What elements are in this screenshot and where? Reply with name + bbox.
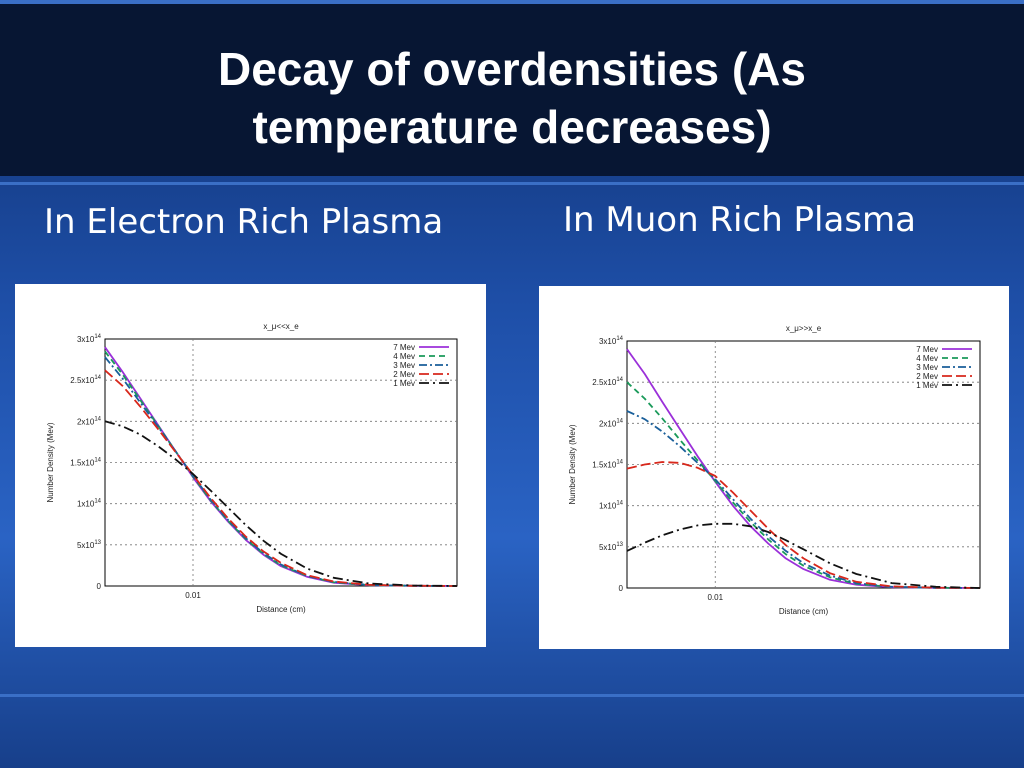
legend-label: 1 Mev bbox=[916, 381, 938, 390]
x-tick-label: 0.01 bbox=[707, 593, 723, 602]
y-tick-label: 3x1014 bbox=[599, 336, 624, 346]
series-line-7-mev bbox=[626, 348, 981, 589]
y-tick-label: 0 bbox=[97, 582, 102, 591]
title-band: Decay of overdensities (As temperature d… bbox=[0, 0, 1024, 185]
legend-label: 7 Mev bbox=[393, 343, 415, 352]
series-line-1-mev bbox=[104, 420, 458, 587]
muon-rich-chart: 0 5x1013 1x1014 1.5x1014 2x1014 2.5x1014 3x101… bbox=[568, 324, 981, 616]
series-line-3-mev bbox=[104, 356, 458, 587]
y-tick-label: 2.5x1014 bbox=[70, 375, 101, 385]
electron-rich-chart-panel: 0 5x1013 1x1014 1.5x1014 2x1014 2.5x1014 3x101… bbox=[15, 284, 486, 647]
legend-label: 4 Mev bbox=[393, 352, 415, 361]
y-tick-label: 5x1013 bbox=[77, 540, 102, 550]
x-axis-label: Distance (cm) bbox=[256, 605, 306, 614]
y-axis-label: Number Density (Mev) bbox=[568, 424, 577, 504]
y-tick-label: 0 bbox=[619, 584, 624, 593]
series-line-2-mev bbox=[104, 369, 458, 587]
y-tick-label: 1.5x1014 bbox=[70, 458, 101, 468]
right-chart-heading: In Muon Rich Plasma bbox=[563, 200, 916, 240]
x-tick-label: 0.01 bbox=[185, 591, 201, 600]
left-chart-heading: In Electron Rich Plasma bbox=[44, 202, 444, 242]
electron-rich-chart: 0 5x1013 1x1014 1.5x1014 2x1014 2.5x1014 3x101… bbox=[46, 322, 458, 614]
series-line-4-mev bbox=[626, 381, 981, 589]
y-tick-label: 1x1014 bbox=[77, 499, 102, 509]
legend-label: 3 Mev bbox=[916, 363, 938, 372]
y-tick-label: 2x1014 bbox=[77, 416, 102, 426]
y-tick-label: 1x1014 bbox=[599, 501, 624, 511]
series-line-1-mev bbox=[626, 522, 981, 589]
y-axis-label: Number Density (Mev) bbox=[46, 422, 55, 502]
y-tick-label: 5x1013 bbox=[599, 542, 624, 552]
slide-title: Decay of overdensities (As temperature d… bbox=[217, 43, 806, 153]
y-tick-label: 3x1014 bbox=[77, 334, 102, 344]
legend-label: 7 Mev bbox=[916, 345, 938, 354]
y-tick-label: 1.5x1014 bbox=[592, 460, 623, 470]
series-line-3-mev bbox=[626, 410, 981, 589]
muon-rich-chart-panel: 0 5x1013 1x1014 1.5x1014 2x1014 2.5x1014 3x101… bbox=[539, 286, 1009, 649]
y-tick-label: 2x1014 bbox=[599, 418, 624, 428]
legend-label: 4 Mev bbox=[916, 354, 938, 363]
footer-divider bbox=[0, 694, 1024, 697]
chart-title: x_μ>>x_e bbox=[786, 324, 822, 333]
y-tick-label: 2.5x1014 bbox=[592, 377, 623, 387]
x-axis-label: Distance (cm) bbox=[779, 607, 829, 616]
legend-label: 3 Mev bbox=[393, 361, 415, 370]
series-line-2-mev bbox=[626, 461, 981, 589]
legend-label: 1 Mev bbox=[393, 379, 415, 388]
legend-label: 2 Mev bbox=[916, 372, 938, 381]
legend-label: 2 Mev bbox=[393, 370, 415, 379]
chart-title: x_μ<<x_e bbox=[263, 322, 299, 331]
